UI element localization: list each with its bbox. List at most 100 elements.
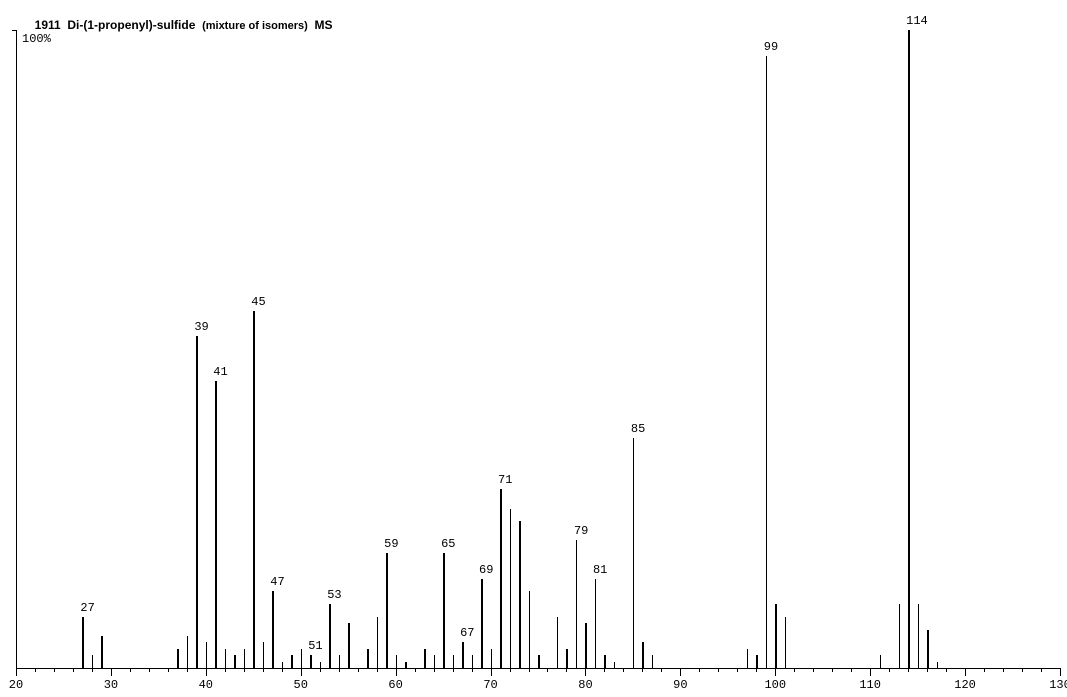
x-tick-minor [927, 668, 928, 672]
spectrum-peak [604, 655, 606, 668]
x-tick-major [491, 668, 492, 676]
spectrum-peak [196, 336, 198, 668]
spectrum-peak [367, 649, 369, 668]
peak-label: 39 [194, 320, 208, 334]
spectrum-peak [595, 579, 597, 668]
x-tick-label: 80 [573, 678, 597, 692]
spectrum-peak [510, 509, 512, 669]
peak-label: 27 [80, 601, 94, 615]
x-tick-major [111, 668, 112, 676]
x-tick-minor [529, 668, 530, 672]
peak-label: 47 [270, 575, 284, 589]
spectrum-peak [519, 521, 521, 668]
x-tick-minor [472, 668, 473, 672]
spectrum-peak [652, 655, 654, 668]
spectrum-peak [301, 649, 303, 668]
spectrum-peak [880, 655, 882, 668]
spectrum-peak [291, 655, 293, 668]
spectrum-peak [263, 642, 265, 668]
x-tick-minor [35, 668, 36, 672]
spectrum-peak [633, 438, 635, 668]
spectrum-peak [585, 623, 587, 668]
peak-label: 81 [593, 563, 607, 577]
x-tick-minor [510, 668, 511, 672]
peak-label: 69 [479, 563, 493, 577]
x-tick-minor [604, 668, 605, 672]
x-tick-minor [149, 668, 150, 672]
spectrum-peak [377, 617, 379, 668]
spectrum-peak [225, 649, 227, 668]
spectrum-peak [500, 489, 502, 668]
x-tick-minor [756, 668, 757, 672]
x-tick-minor [832, 668, 833, 672]
x-tick-minor [794, 668, 795, 672]
spectrum-peak [424, 649, 426, 668]
spectrum-peak [785, 617, 787, 668]
x-tick-major [1060, 668, 1061, 676]
peak-label: 67 [460, 626, 474, 640]
spectrum-peak [453, 655, 455, 668]
x-tick-major [16, 668, 17, 676]
spectrum-peak [899, 604, 901, 668]
spectrum-peak [310, 655, 312, 668]
y-tick [12, 30, 16, 31]
x-tick-minor [547, 668, 548, 672]
x-tick-minor [1022, 668, 1023, 672]
spectrum-peak [434, 655, 436, 668]
spectrum-peak [538, 655, 540, 668]
x-tick-label: 120 [953, 678, 977, 692]
spectrum-peak [187, 636, 189, 668]
x-tick-label: 70 [479, 678, 503, 692]
x-tick-major [585, 668, 586, 676]
y-axis [16, 30, 17, 668]
x-tick-minor [263, 668, 264, 672]
spectrum-peak [908, 30, 910, 668]
spectrum-peak [576, 540, 578, 668]
spectrum-peak [766, 56, 768, 668]
x-tick-minor [130, 668, 131, 672]
spectrum-peak [775, 604, 777, 668]
spectrum-peak [244, 649, 246, 668]
x-tick-major [775, 668, 776, 676]
spectrum-peak [386, 553, 388, 668]
spectrum-peak [443, 553, 445, 668]
x-tick-minor [984, 668, 985, 672]
spectrum-peak [253, 311, 255, 668]
x-tick-minor [623, 668, 624, 672]
x-tick-minor [908, 668, 909, 672]
x-tick-minor [851, 668, 852, 672]
x-tick-minor [282, 668, 283, 672]
x-tick-minor [889, 668, 890, 672]
x-tick-minor [661, 668, 662, 672]
x-tick-major [301, 668, 302, 676]
spectrum-peak [101, 636, 103, 668]
x-tick-label: 130 [1048, 678, 1067, 692]
peak-label: 85 [631, 422, 645, 436]
x-tick-minor [453, 668, 454, 672]
x-tick-minor [92, 668, 93, 672]
peak-label: 99 [764, 40, 778, 54]
x-tick-minor [434, 668, 435, 672]
x-tick-minor [320, 668, 321, 672]
spectrum-peak [282, 662, 284, 668]
x-tick-minor [225, 668, 226, 672]
spectrum-peak [215, 381, 217, 668]
spectrum-peak [339, 655, 341, 668]
x-tick-label: 60 [384, 678, 408, 692]
x-tick-major [680, 668, 681, 676]
x-tick-minor [699, 668, 700, 672]
title-name: Di-(1-propenyl)-sulfide [67, 18, 195, 32]
x-tick-minor [187, 668, 188, 672]
title-note: (mixture of isomers) [202, 20, 308, 32]
spectrum-peak [405, 662, 407, 668]
x-tick-major [965, 668, 966, 676]
x-tick-major [206, 668, 207, 676]
spectrum-peak [82, 617, 84, 668]
x-tick-label: 20 [4, 678, 28, 692]
peak-label: 41 [213, 365, 227, 379]
spectrum-peak [396, 655, 398, 668]
spectrum-peak [272, 591, 274, 668]
x-tick-label: 110 [858, 678, 882, 692]
spectrum-peak [747, 649, 749, 668]
spectrum-peak [918, 604, 920, 668]
